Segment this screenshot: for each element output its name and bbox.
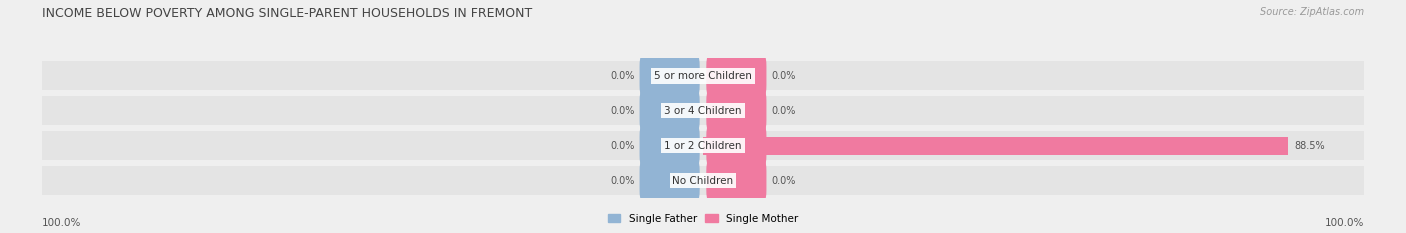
Text: 100.0%: 100.0% <box>42 218 82 228</box>
Text: 3 or 4 Children: 3 or 4 Children <box>664 106 742 116</box>
Text: 5 or more Children: 5 or more Children <box>654 71 752 81</box>
FancyBboxPatch shape <box>640 161 700 200</box>
Text: 100.0%: 100.0% <box>1324 218 1364 228</box>
Text: 0.0%: 0.0% <box>770 106 796 116</box>
FancyBboxPatch shape <box>706 91 766 130</box>
Text: 0.0%: 0.0% <box>610 71 636 81</box>
Text: 0.0%: 0.0% <box>770 71 796 81</box>
FancyBboxPatch shape <box>640 126 700 165</box>
Bar <box>42 131 1364 160</box>
Bar <box>42 96 1364 125</box>
Bar <box>42 62 1364 90</box>
Bar <box>42 166 1364 195</box>
Text: 0.0%: 0.0% <box>610 176 636 185</box>
Text: Source: ZipAtlas.com: Source: ZipAtlas.com <box>1260 7 1364 17</box>
Bar <box>703 137 1288 155</box>
FancyBboxPatch shape <box>640 56 700 95</box>
FancyBboxPatch shape <box>640 91 700 130</box>
Text: No Children: No Children <box>672 176 734 185</box>
Text: 88.5%: 88.5% <box>1295 141 1324 151</box>
Text: INCOME BELOW POVERTY AMONG SINGLE-PARENT HOUSEHOLDS IN FREMONT: INCOME BELOW POVERTY AMONG SINGLE-PARENT… <box>42 7 533 20</box>
FancyBboxPatch shape <box>706 126 766 165</box>
Text: 1 or 2 Children: 1 or 2 Children <box>664 141 742 151</box>
Text: 0.0%: 0.0% <box>610 106 636 116</box>
Text: 0.0%: 0.0% <box>610 141 636 151</box>
Text: 0.0%: 0.0% <box>770 176 796 185</box>
Legend: Single Father, Single Mother: Single Father, Single Mother <box>603 209 803 228</box>
FancyBboxPatch shape <box>706 161 766 200</box>
FancyBboxPatch shape <box>706 56 766 95</box>
